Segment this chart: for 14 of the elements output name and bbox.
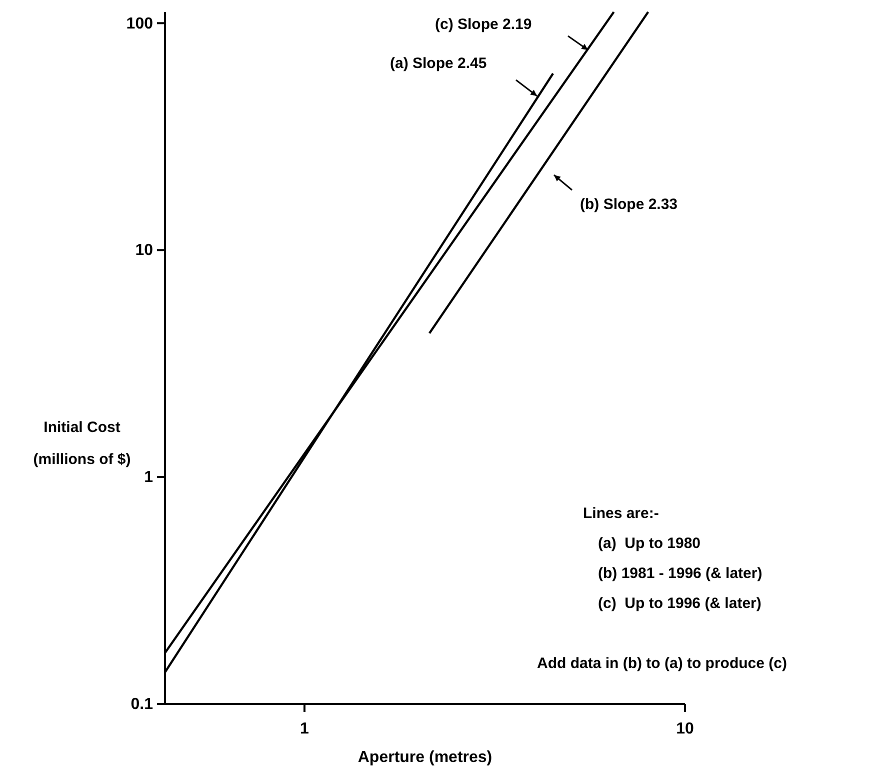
annotation: (c) Slope 2.19 [435,16,532,33]
y-tick-label: 10 [135,242,154,260]
annotation: (b) Slope 2.33 [580,196,678,213]
annotation: (b) 1981 - 1996 (& later) [598,565,762,582]
y-tick-label: 1 [144,469,154,486]
x-axis-title: Aperture (metres) [358,749,492,766]
y-tick-label: 100 [126,15,154,32]
annotation: (a) Up to 1980 [598,535,701,552]
annotation: (c) Up to 1996 (& later) [598,595,762,612]
annotation: Add data in (b) to (a) to produce (c) [537,655,787,672]
annotation: Lines are:- [583,505,659,522]
annotation: (a) Slope 2.45 [390,55,487,72]
y-axis-title: Initial Cost (millions of $) [33,419,131,468]
y-tick-label: 0.1 [130,696,154,714]
